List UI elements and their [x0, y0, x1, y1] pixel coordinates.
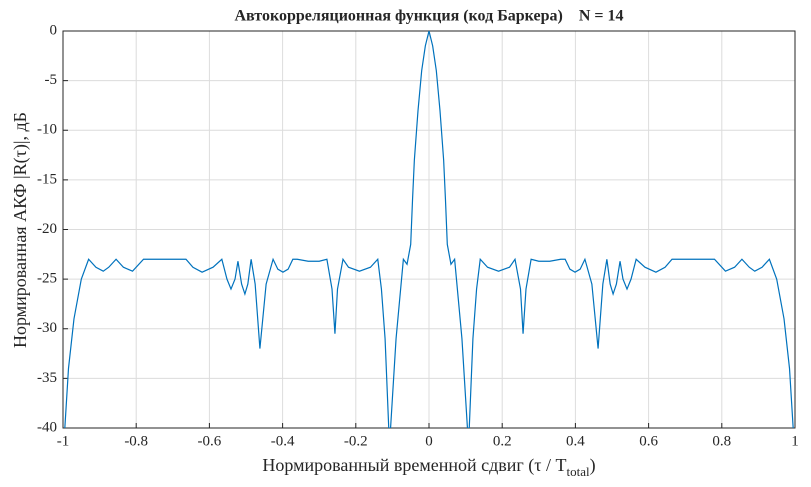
x-tick-label: 1 [791, 433, 799, 449]
y-tick-label: 0 [50, 22, 58, 38]
y-tick-label: -40 [37, 419, 57, 435]
x-tick-label: 0.2 [493, 433, 512, 449]
x-tick-label: 0.4 [566, 433, 585, 449]
x-label-sub: total [567, 464, 590, 479]
data-line [64, 31, 794, 428]
x-tick-label: -0.4 [271, 433, 295, 449]
y-tick-label: -35 [37, 370, 57, 386]
x-tick-label: 0.6 [639, 433, 658, 449]
x-tick-label: -0.8 [124, 433, 148, 449]
grid [62, 30, 796, 429]
x-tick-label: -0.2 [344, 433, 368, 449]
x-label-end: ) [590, 455, 596, 476]
chart-title: Автокорреляционная функция (код Баркера)… [235, 8, 624, 25]
x-axis-label: Нормированный временной сдвиг (τ / Ttota… [262, 455, 595, 479]
x-tick-label: 0 [425, 433, 433, 449]
y-tick-label: -10 [37, 122, 57, 138]
x-tick-label: 0.8 [712, 433, 731, 449]
x-tick-label: -1 [57, 433, 70, 449]
x-tick-label: -0.6 [198, 433, 222, 449]
y-tick-label: -5 [45, 72, 58, 88]
y-tick-label: -15 [37, 171, 57, 187]
y-tick-label: -25 [37, 271, 57, 287]
y-tick-label: -30 [37, 320, 57, 336]
y-axis-label: Нормированная АКФ |R(τ)|, дБ [10, 112, 31, 348]
x-label-main: Нормированный временной сдвиг (τ / T [262, 455, 566, 476]
y-tick-label: -20 [37, 221, 57, 237]
